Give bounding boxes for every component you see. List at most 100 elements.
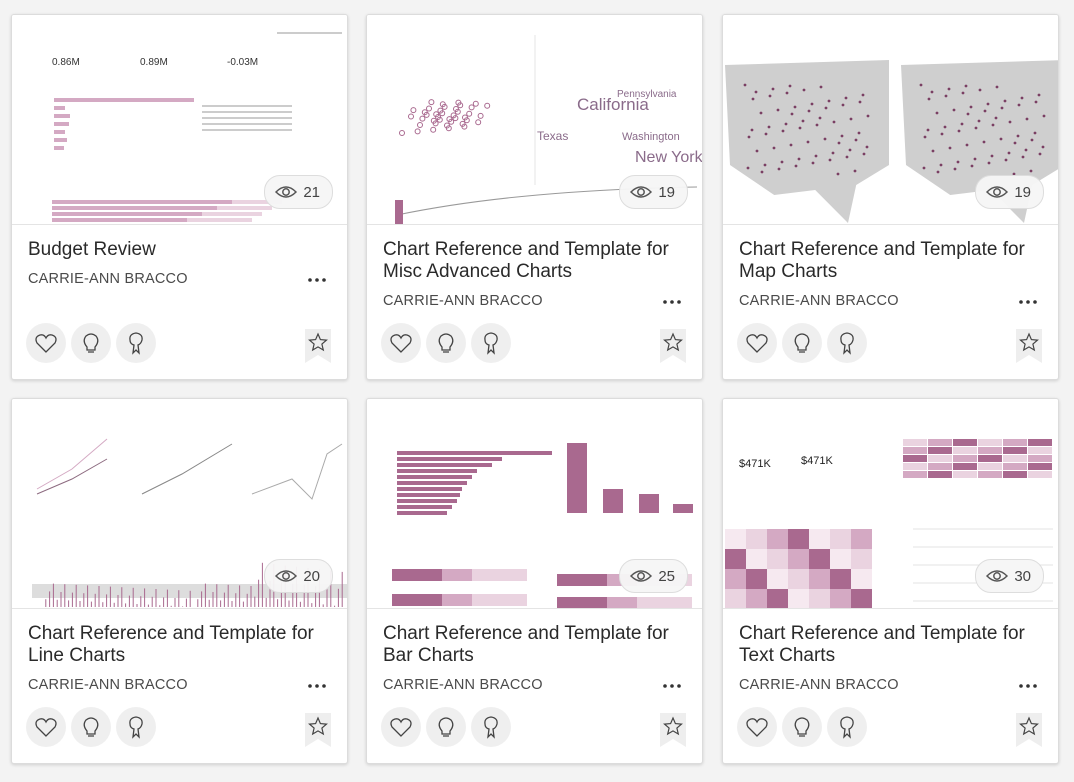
favorite-button[interactable] — [1016, 713, 1042, 747]
thumb-dot — [999, 137, 1003, 141]
thumb-dot — [977, 119, 981, 123]
thumb-bar — [52, 200, 232, 204]
more-button[interactable] — [1018, 683, 1038, 689]
thumb-dot — [421, 109, 428, 116]
thumb-bar — [397, 451, 552, 455]
badge-badge — [471, 707, 511, 747]
thumb-dot — [982, 140, 986, 144]
thumb-dot — [853, 169, 857, 173]
thumb-dot — [790, 112, 794, 116]
thumb-dot — [854, 138, 858, 142]
favorite-button[interactable] — [660, 329, 686, 363]
thumb-cell — [903, 447, 927, 454]
thumb-dot — [754, 90, 758, 94]
thumb-row — [202, 111, 292, 113]
more-button[interactable] — [662, 299, 682, 305]
card[interactable]: 25 Chart Reference and Template for Bar C… — [366, 398, 703, 764]
bulb-badge — [782, 707, 822, 747]
thumb-dot — [990, 154, 994, 158]
thumb-dot — [794, 164, 798, 168]
eye-pupil — [993, 572, 1002, 580]
card-title[interactable]: Chart Reference and Template for Line Ch… — [28, 623, 314, 666]
more-button[interactable] — [662, 683, 682, 689]
bulb-glyph — [438, 333, 454, 353]
thumb-dot — [1013, 141, 1017, 145]
thumb-dot — [827, 99, 831, 103]
author[interactable]: CARRIE-ANN BRACCO — [383, 677, 543, 693]
card-title[interactable]: Chart Reference and Template for Map Cha… — [739, 239, 1025, 282]
thumb-cell — [978, 455, 1002, 462]
heart-icon — [746, 334, 768, 353]
card[interactable]: California Pennsylvania Texas Washington New… — [366, 14, 703, 380]
dot — [663, 300, 667, 304]
thumbnail-label: Texas — [537, 129, 568, 143]
thumb-cell — [1028, 455, 1052, 462]
author[interactable]: CARRIE-ANN BRACCO — [739, 677, 899, 693]
thumb-cell — [767, 529, 788, 549]
card-title[interactable]: Chart Reference and Template for Bar Cha… — [383, 623, 669, 666]
thumb-dot — [837, 141, 841, 145]
card[interactable]: 19 Chart Reference and Template for Map C… — [722, 14, 1059, 380]
thumb-bar — [567, 443, 587, 513]
bulb-icon — [794, 717, 810, 737]
thumb-dot — [811, 161, 815, 165]
card-title[interactable]: Chart Reference and Template for Text Ch… — [739, 623, 1025, 666]
author[interactable]: CARRIE-ANN BRACCO — [739, 293, 899, 309]
dot — [677, 684, 681, 688]
thumbnail-label: 0.86M — [52, 57, 80, 68]
favorite-button[interactable] — [305, 329, 331, 363]
thumb-bar — [397, 511, 447, 515]
card[interactable]: 0.86M 0.89M -0.03M 21 Budget Review CARRIE-AN… — [11, 14, 348, 380]
thumb-cell — [978, 439, 1002, 446]
badge-badge — [471, 323, 511, 363]
thumb-dot — [978, 88, 982, 92]
thumb-cell — [851, 569, 872, 589]
thumb-bar — [397, 505, 452, 509]
eye-pupil — [637, 572, 646, 580]
author[interactable]: CARRIE-ANN BRACCO — [28, 677, 188, 693]
thumb-dot — [994, 116, 998, 120]
favorite-button[interactable] — [1016, 329, 1042, 363]
thumb-cell — [1003, 455, 1027, 462]
thumb-dot — [1020, 96, 1024, 100]
view-count: 19 — [619, 175, 688, 209]
card[interactable]: $471K $471K 30 Chart Reference and Template… — [722, 398, 1059, 764]
card-title[interactable]: Budget Review — [28, 239, 156, 260]
thumb-cell — [746, 529, 767, 549]
thumb-cell — [903, 439, 927, 446]
thumb-bar — [52, 224, 242, 225]
card-title[interactable]: Chart Reference and Template for Misc Ad… — [383, 239, 669, 282]
more-button[interactable] — [1018, 299, 1038, 305]
dot — [1026, 300, 1030, 304]
more-button[interactable] — [307, 277, 327, 283]
thumb-dot — [768, 94, 772, 98]
bookmark — [305, 329, 331, 363]
favorite-button[interactable] — [660, 713, 686, 747]
thumb-cell — [928, 463, 952, 470]
eye-outline — [630, 570, 653, 582]
thumb-dot — [840, 134, 844, 138]
thumb-bar — [54, 106, 65, 110]
heart-glyph — [390, 334, 412, 353]
thumbnail — [367, 399, 702, 609]
thumb-cell — [1003, 439, 1027, 446]
bulb-icon — [438, 717, 454, 737]
heart-badge — [381, 707, 421, 747]
heart-glyph — [390, 718, 412, 737]
more-button[interactable] — [307, 683, 327, 689]
author[interactable]: CARRIE-ANN BRACCO — [28, 271, 188, 287]
thumb-dot — [1017, 103, 1021, 107]
favorite-button[interactable] — [305, 713, 331, 747]
thumb-dot — [947, 87, 951, 91]
thumb-dot — [430, 126, 437, 133]
card[interactable]: 20 Chart Reference and Template for Line … — [11, 398, 348, 764]
badge-badge — [116, 707, 156, 747]
thumb-dot — [764, 132, 768, 136]
thumb-cell — [928, 471, 952, 478]
thumb-dot — [1000, 106, 1004, 110]
author[interactable]: CARRIE-ANN BRACCO — [383, 293, 543, 309]
thumb-dot — [857, 131, 861, 135]
thumb-line — [36, 438, 108, 490]
badge-badge — [116, 323, 156, 363]
view-count-number: 30 — [1014, 567, 1031, 585]
